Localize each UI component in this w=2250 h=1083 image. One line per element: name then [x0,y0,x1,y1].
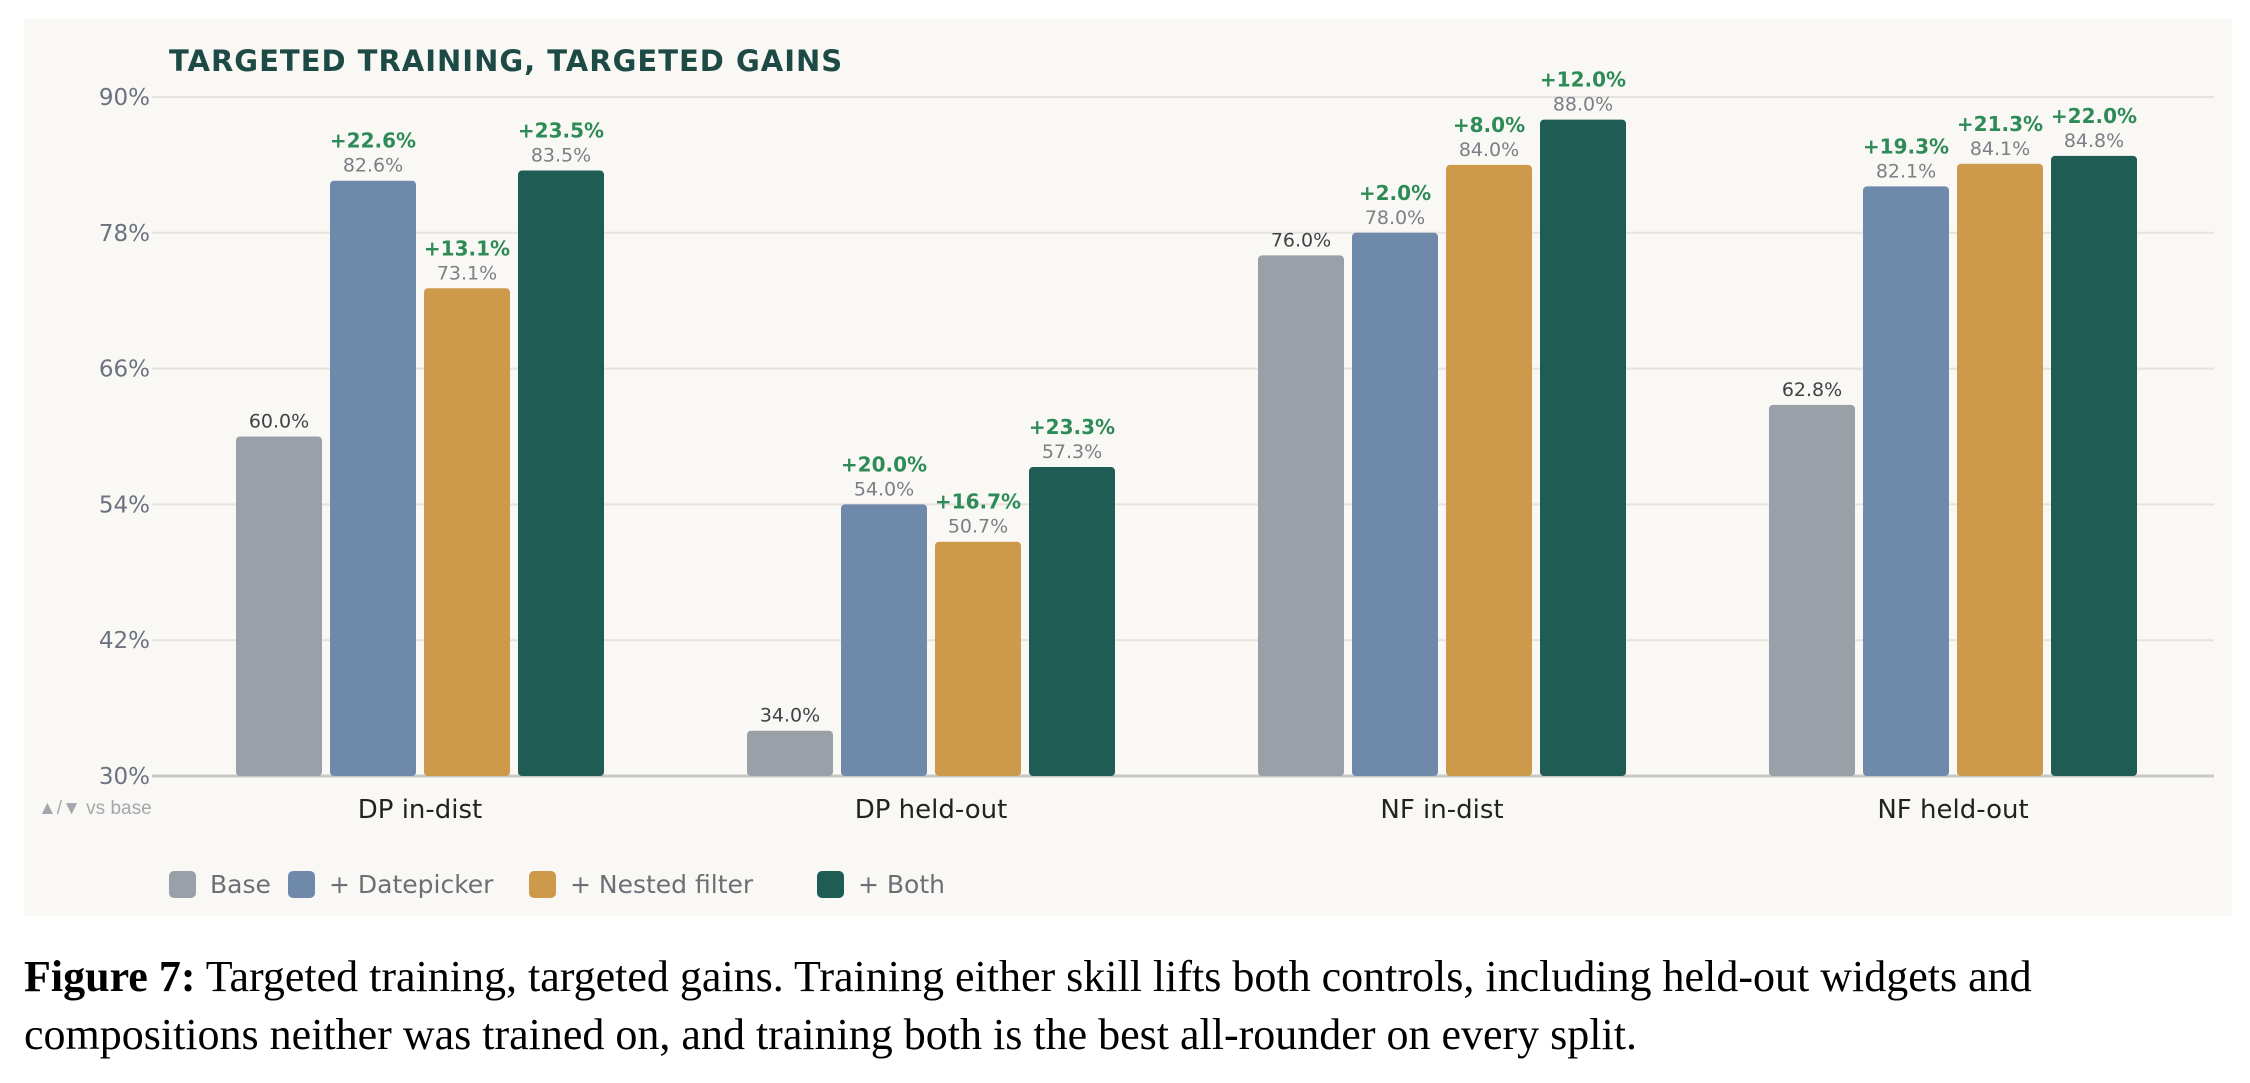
delta-label: +23.3% [1029,415,1115,439]
chart-panel: 30% 42% 54% 66% 78% 90% 60.0% 82.6% +22.6% 73.1% +… [24,18,2232,916]
bar [1769,404,1855,776]
delta-label: +8.0% [1453,113,1525,137]
value-label: 88.0% [1553,94,1613,116]
delta-label: +21.3% [1957,112,2043,136]
delta-label: +13.1% [424,236,510,260]
value-label: 78.0% [1365,207,1425,229]
figure-caption: Figure 7: Targeted training, targeted ga… [24,948,2234,1064]
bar [424,288,510,776]
value-label: 62.8% [1782,379,1842,401]
value-label: 82.6% [343,155,403,177]
bar [1863,186,1949,776]
value-label: 84.1% [1970,138,2030,160]
bar [1540,119,1626,777]
y-tick-label: 42% [99,628,150,654]
category-label: NF held-out [1877,795,2028,825]
legend-label-datepicker: + Datepicker [329,870,494,899]
category-label: NF in-dist [1380,795,1503,825]
bar [1352,232,1438,777]
bar [236,436,322,776]
bar [1957,163,2043,777]
legend-item-both: + Both [817,870,945,899]
value-label: 50.7% [948,516,1008,538]
bar [841,504,927,776]
category-label: DP in-dist [358,795,483,825]
legend-swatch-nested-filter [529,871,556,898]
legend-item-base: Base [169,870,271,899]
value-label: 60.0% [249,411,309,433]
value-label: 54.0% [854,478,914,500]
y-tick-label: 90% [99,85,150,111]
delta-label: +2.0% [1359,181,1431,205]
y-tick-label: 66% [99,357,150,383]
bar [1446,164,1532,776]
value-label: 34.0% [760,705,820,727]
legend-item-nested-filter: + Nested filter [529,870,753,899]
value-label: 84.8% [2064,130,2124,152]
legend-label-base: Base [210,870,271,899]
delta-label: +16.7% [935,490,1021,514]
legend-label-both: + Both [858,870,945,899]
delta-label: +22.0% [2051,104,2137,128]
caption-text: Targeted training, targeted gains. Train… [24,952,2032,1059]
y-tick-label: 54% [99,492,150,518]
axis-note: ▲/▼ vs base [38,798,152,819]
bar [747,730,833,776]
legend-item-datepicker: + Datepicker [288,870,493,899]
legend-label-nested-filter: + Nested filter [570,870,754,899]
value-label: 76.0% [1271,229,1331,251]
chart-title: TARGETED TRAINING, TARGETED GAINS [169,44,844,78]
value-label: 57.3% [1042,441,1102,463]
bar [330,180,416,776]
delta-label: +23.5% [518,119,604,143]
bar [935,541,1021,776]
legend-swatch-both [817,871,844,898]
y-tick-label: 30% [99,764,150,790]
legend-swatch-datepicker [288,871,315,898]
y-tick-label: 78% [99,221,150,247]
value-label: 82.1% [1876,160,1936,182]
bar [2051,155,2137,776]
delta-label: +12.0% [1540,68,1626,92]
delta-label: +19.3% [1863,134,1949,158]
bar [1029,467,1115,776]
legend-swatch-base [169,871,196,898]
category-label: DP held-out [855,795,1008,825]
bar [518,170,604,776]
delta-label: +20.0% [841,452,927,476]
value-label: 84.0% [1459,139,1519,161]
bar-chart: 30%42%54%66%78%90%60.0%82.6%+22.6%73.1%+… [99,68,2214,825]
value-label: 83.5% [531,145,591,167]
bar [1258,255,1344,776]
delta-label: +22.6% [330,129,416,153]
value-label: 73.1% [437,262,497,284]
caption-label: Figure 7: [24,952,196,1001]
